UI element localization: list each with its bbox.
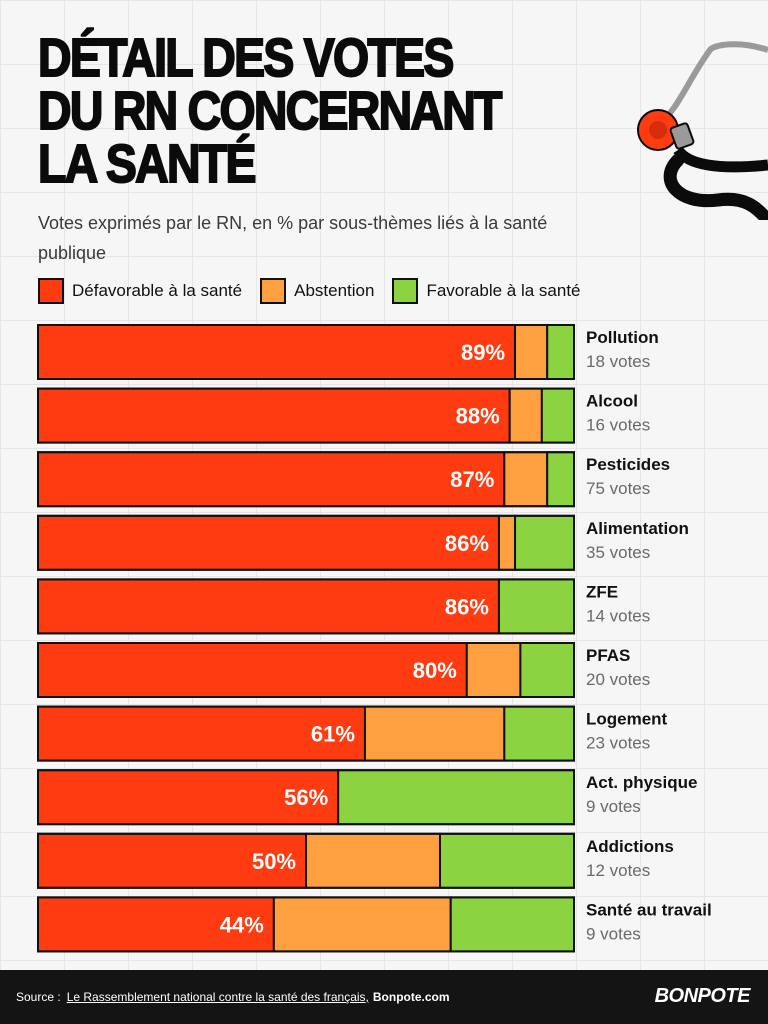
source-link[interactable]: Le Rassemblement national contre la sant… xyxy=(66,990,369,1004)
bar-segment-0 xyxy=(37,387,511,444)
bar-value-label: 88% xyxy=(456,404,500,429)
source-label: Source : xyxy=(16,990,61,1004)
bar-segment-2 xyxy=(337,769,575,826)
bar-value-label: 56% xyxy=(284,785,328,810)
bar-value-label: 80% xyxy=(413,658,457,683)
vote-count-label: 9 votes xyxy=(586,797,641,816)
legend-label: Abstention xyxy=(294,281,375,300)
bar-outline xyxy=(37,514,575,571)
bar-outline xyxy=(37,451,575,508)
chart-legend: Défavorable à la santé Abstention Favora… xyxy=(38,278,581,304)
vote-count-label: 18 votes xyxy=(586,352,650,371)
legend-swatch-abstention xyxy=(260,278,287,304)
category-label: Alcool xyxy=(586,392,638,411)
chart-subtitle: Votes exprimés par le RN, en % par sous-… xyxy=(38,213,548,263)
bar-segment-1 xyxy=(363,705,506,762)
bar-segment-1 xyxy=(503,451,549,508)
legend-item: Favorable à la santé xyxy=(392,278,581,304)
vote-count-label: 20 votes xyxy=(586,670,650,689)
bar-segment-1 xyxy=(514,324,549,380)
bar-segment-2 xyxy=(449,896,575,953)
bar-segment-0 xyxy=(37,514,500,571)
vote-count-label: 23 votes xyxy=(586,734,650,753)
bar-segment-2 xyxy=(514,514,575,571)
bar-segment-2 xyxy=(503,705,576,762)
bar-segment-1 xyxy=(272,896,452,953)
bar-outline xyxy=(37,705,575,762)
bar-value-label: 86% xyxy=(445,531,489,556)
bar-segment-0 xyxy=(37,705,366,762)
bar-segment-2 xyxy=(439,832,575,889)
bar-segment-2 xyxy=(546,451,576,508)
title-line: du RN concernant xyxy=(37,81,503,141)
category-label: Addictions xyxy=(586,837,674,856)
vote-count-label: 35 votes xyxy=(586,543,650,562)
bar-outline xyxy=(37,642,575,698)
vote-count-label: 12 votes xyxy=(586,861,650,880)
bar-outline xyxy=(37,832,575,889)
legend-label: Favorable à la santé xyxy=(426,281,581,300)
bar-outline xyxy=(37,324,575,380)
legend-swatch-defavorable xyxy=(38,278,64,304)
bar-outline xyxy=(37,387,575,444)
bar-segment-1 xyxy=(497,514,517,571)
stethoscope-icon xyxy=(637,41,768,220)
bar-segment-2 xyxy=(546,324,576,380)
bar-segment-0 xyxy=(37,324,517,380)
bar-segment-1 xyxy=(305,832,441,889)
bar-value-label: 89% xyxy=(461,340,505,365)
title-line: la santé xyxy=(37,134,257,194)
category-label: Logement xyxy=(586,710,668,729)
bar-segment-1 xyxy=(465,642,522,698)
bar-value-label: 44% xyxy=(220,912,264,937)
bar-value-label: 61% xyxy=(311,722,355,747)
vote-count-label: 16 votes xyxy=(586,416,650,435)
source-site[interactable]: Bonpote.com xyxy=(372,990,450,1004)
footer: Source : Le Rassemblement national contr… xyxy=(0,970,768,1024)
bar-value-label: 87% xyxy=(450,467,494,492)
vote-count-label: 75 votes xyxy=(586,479,650,498)
page-title: Détail des votes du RN concernant la san… xyxy=(37,28,503,194)
category-label: Alimentation xyxy=(586,519,689,538)
bar-segment-0 xyxy=(37,642,468,698)
vote-count-label: 14 votes xyxy=(586,606,650,625)
category-label: Pollution xyxy=(586,328,659,347)
bar-segment-0 xyxy=(37,451,506,508)
legend-item: Abstention xyxy=(260,278,374,304)
category-label: Santé au travail xyxy=(586,900,712,919)
bar-segment-1 xyxy=(508,387,543,444)
legend-label: Défavorable à la santé xyxy=(72,281,243,300)
bar-outline xyxy=(37,578,575,635)
vote-count-label: 9 votes xyxy=(586,924,641,943)
bar-outline xyxy=(37,896,575,953)
category-label: PFAS xyxy=(586,646,630,665)
bar-segment-2 xyxy=(519,642,576,698)
category-label: Pesticides xyxy=(586,455,670,474)
title-line: Détail des votes xyxy=(37,28,455,88)
bar-segment-0 xyxy=(37,578,500,635)
bar-segment-2 xyxy=(540,387,576,444)
bar-value-label: 50% xyxy=(252,849,296,874)
bonpote-logo: BONPOTE xyxy=(654,985,751,1007)
category-label: ZFE xyxy=(586,582,618,601)
legend-swatch-favorable xyxy=(392,278,419,304)
bar-value-label: 86% xyxy=(445,594,489,619)
legend-item: Défavorable à la santé xyxy=(38,278,242,304)
category-label: Act. physique xyxy=(586,773,697,792)
bar-segment-2 xyxy=(497,578,575,635)
bar-outline xyxy=(37,769,575,826)
